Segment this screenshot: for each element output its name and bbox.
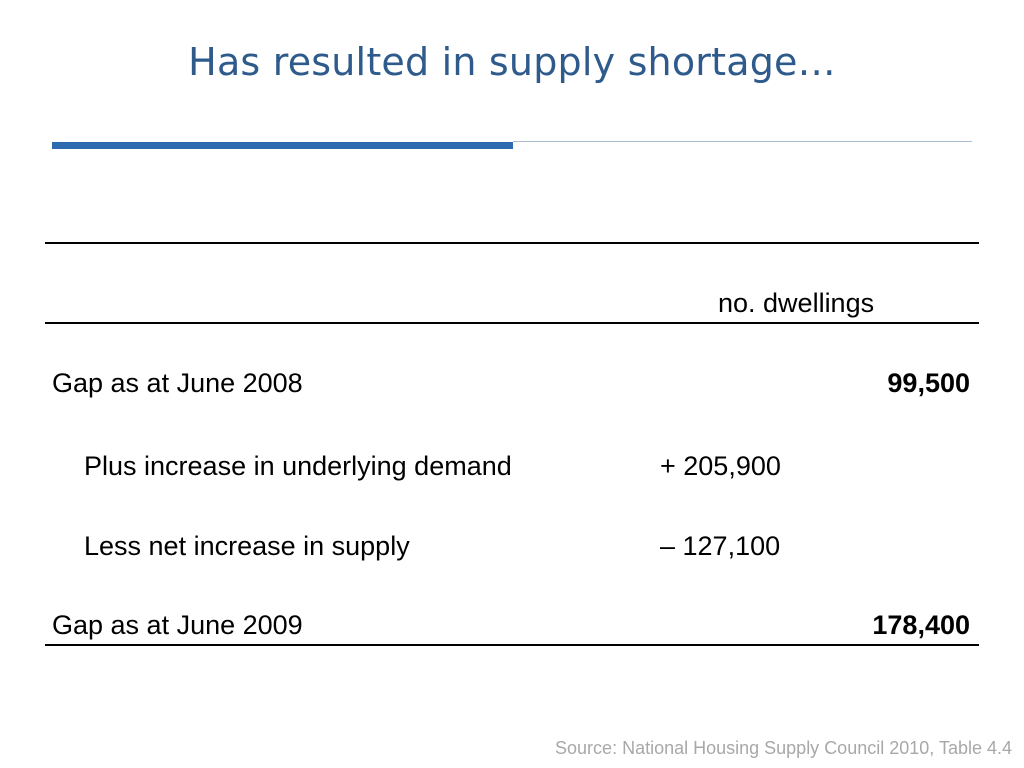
- title-accent-bar: [52, 142, 513, 149]
- row-total: 178,400: [872, 610, 970, 640]
- row-change: + 205,900: [660, 451, 781, 481]
- row-total: 99,500: [887, 368, 970, 398]
- title-accent-line: [513, 141, 972, 142]
- table-top-rule: [45, 242, 979, 244]
- slide-title: Has resulted in supply shortage…: [188, 40, 836, 84]
- row-label: Less net increase in supply: [84, 531, 410, 561]
- source-note: Source: National Housing Supply Council …: [555, 738, 1012, 758]
- table-header-rule: [45, 322, 979, 324]
- column-header-dwellings: no. dwellings: [718, 288, 875, 318]
- row-label: Gap as at June 2008: [52, 368, 303, 398]
- table-bottom-rule: [45, 644, 979, 646]
- row-label: Plus increase in underlying demand: [84, 451, 512, 481]
- row-label: Gap as at June 2009: [52, 610, 303, 640]
- row-change: – 127,100: [660, 531, 781, 561]
